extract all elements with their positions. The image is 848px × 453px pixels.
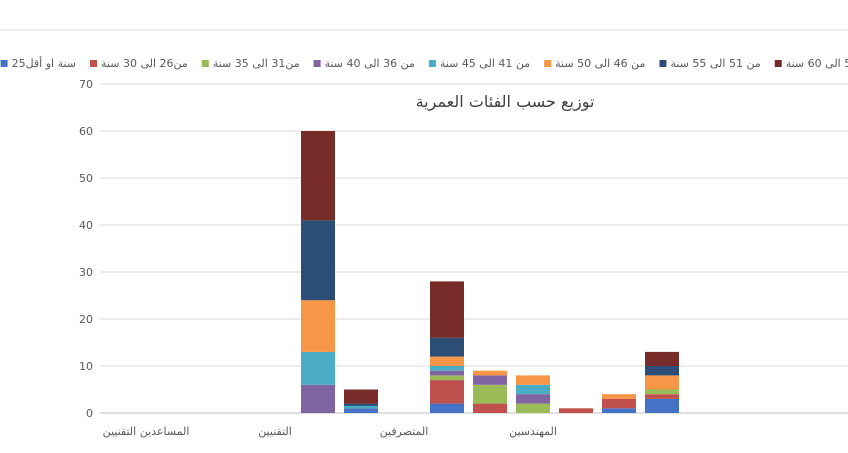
bar-segment (645, 366, 679, 376)
bar-segment (430, 337, 464, 357)
legend-swatch (90, 60, 98, 67)
legend-item: من26 الى 30 سنة (90, 57, 188, 70)
bar-segment (473, 384, 507, 404)
legend-swatch (774, 60, 782, 67)
bar-segment (516, 394, 550, 404)
legend-label: من31 الى 35 سنة (213, 57, 300, 70)
category-label: المتصرفين (380, 425, 429, 438)
bars (301, 131, 679, 413)
bar-segment (645, 375, 679, 390)
y-tick-label: 0 (86, 407, 93, 420)
bar-segment (430, 356, 464, 366)
bar-segment (430, 366, 464, 371)
legend-swatch (0, 60, 8, 67)
legend-label: من 56 الى 60 سنة (786, 57, 848, 70)
gridlines (100, 83, 848, 414)
y-tick-label: 70 (79, 78, 93, 91)
legend-label: من 41 الى 45 سنة (440, 57, 530, 70)
legend-swatch (313, 60, 321, 67)
bar-segment (602, 394, 636, 399)
y-tick-label: 30 (79, 266, 93, 279)
chart-title: توزيع حسب الفئات العمرية (416, 92, 595, 112)
bar-segment (430, 281, 464, 338)
category-label: المهندسين (509, 425, 557, 438)
legend-swatch (659, 60, 667, 67)
legend-item: من31 الى 35 سنة (201, 57, 300, 70)
bar-segment (645, 389, 679, 395)
bar-segment (344, 405, 378, 409)
bar-segment (473, 370, 507, 376)
bar-segment (645, 351, 679, 366)
bar-segment (301, 351, 335, 385)
bar-segment (516, 375, 550, 385)
legend-label: من 46 الى 50 سنة (555, 57, 645, 70)
legend-item: من 41 الى 45 سنة (428, 57, 530, 70)
legend-swatch (428, 60, 436, 67)
legend-item: من 46 الى 50 سنة (544, 57, 646, 70)
bar-segment (301, 220, 335, 301)
bar-segment (602, 398, 636, 409)
bar-segment (645, 394, 679, 399)
bar-segment (430, 403, 464, 413)
bar-segment (344, 408, 378, 413)
category-label: التقنيين (258, 425, 292, 438)
bar-segment (473, 403, 507, 413)
bar-segment (516, 384, 550, 395)
x-axis: المساعدين التقنيين التقنيين المتصرفين المهن… (103, 425, 557, 438)
bar-segment (301, 384, 335, 413)
bar-segment (430, 375, 464, 381)
y-tick-label: 10 (79, 360, 93, 373)
bar-segment (344, 403, 378, 406)
y-axis: 0 10 20 30 40 50 60 70 (79, 78, 93, 420)
bar-segment (430, 370, 464, 376)
legend-label: من 36 الى 40 سنة (325, 57, 415, 70)
bar-segment (344, 389, 378, 404)
legend-label: من 51 الى 55 سنة (670, 57, 760, 70)
bar-segment (301, 131, 335, 221)
legend-item: 25سنة او أقل (0, 56, 76, 70)
y-tick-label: 60 (79, 125, 93, 138)
legend-item: من 36 الى 40 سنة (313, 57, 415, 70)
legend-item: من 51 الى 55 سنة (659, 57, 761, 70)
bar-segment (559, 408, 593, 413)
bar-segment (430, 380, 464, 404)
legend-label: 25سنة او أقل (12, 56, 76, 70)
bar-segment (645, 398, 679, 413)
y-tick-label: 40 (79, 219, 93, 232)
bar-segment (473, 375, 507, 385)
category-label: المساعدين التقنيين (103, 425, 190, 438)
bar-segment (516, 403, 550, 413)
legend: من 56 الى 60 سنة من 51 الى 55 سنة من 46 ال… (0, 56, 848, 70)
legend-swatch (201, 60, 209, 67)
legend-label: من26 الى 30 سنة (101, 57, 188, 70)
y-tick-label: 50 (79, 172, 93, 185)
bar-segment (602, 408, 636, 413)
y-tick-label: 20 (79, 313, 93, 326)
bar-segment (301, 300, 335, 352)
legend-swatch (544, 60, 552, 67)
legend-item: من 56 الى 60 سنة (774, 57, 848, 70)
